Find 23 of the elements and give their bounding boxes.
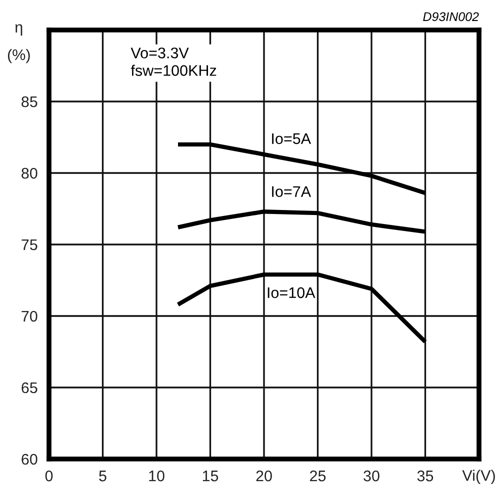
text: D93IN002 (423, 12, 479, 22)
y-tick-label: 60 (22, 454, 38, 465)
y-tick-label: 80 (22, 168, 38, 179)
x-tick-label: 25 (310, 470, 326, 482)
annotation: Vo=3.3V fsw=100KHz (130, 48, 216, 76)
line-series (176, 210, 428, 234)
series-label: Io=7A (272, 186, 312, 197)
y-tick-label: 85 (22, 96, 38, 108)
y-tick-label: 75 (22, 240, 38, 250)
line-series (176, 272, 428, 344)
y-axis-title: η (%) (8, 24, 30, 64)
x-tick-label: 10 (149, 470, 164, 482)
series-label: Io=10A (268, 287, 316, 298)
x-tick-label: 5 (99, 470, 106, 482)
x-tick-label: 0 (45, 470, 53, 482)
series-label: Io=5A (272, 133, 312, 144)
y-tick-label: 70 (22, 310, 38, 322)
y-tick-label: 65 (22, 382, 38, 394)
x-tick-label: 30 (364, 470, 380, 482)
x-tick-label: 15 (202, 470, 218, 482)
x-tick-label: 20 (256, 470, 272, 482)
x-tick-label: 35 (417, 470, 434, 482)
x-axis-title: Vi(V) (462, 470, 495, 484)
